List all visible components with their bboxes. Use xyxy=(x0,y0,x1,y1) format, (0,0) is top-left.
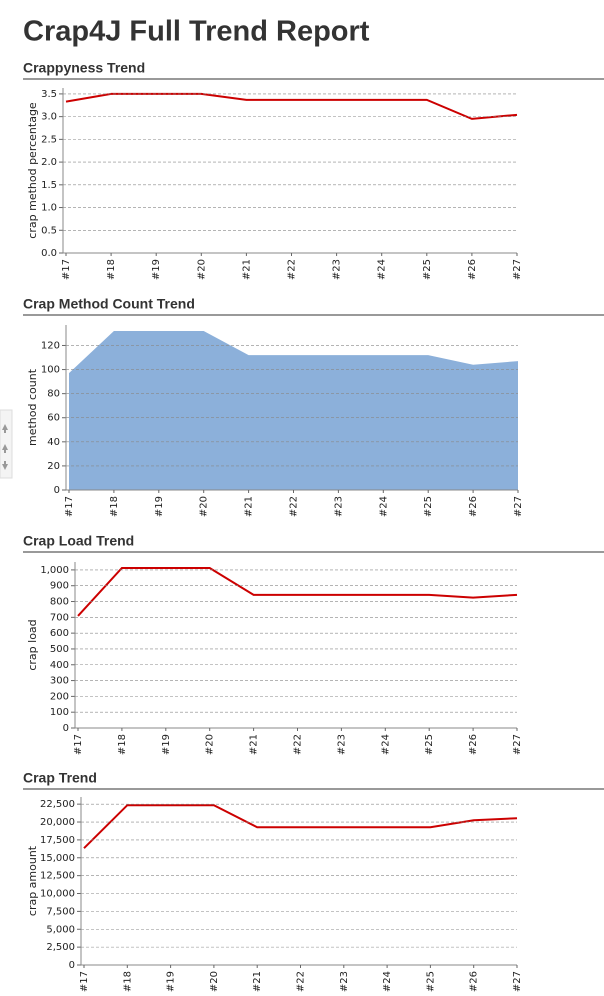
y-tick-label: 2.0 xyxy=(41,157,57,168)
x-tick-label: #22 xyxy=(287,259,298,280)
x-tick-label: #21 xyxy=(249,734,260,755)
x-tick-label: #24 xyxy=(382,971,393,992)
y-tick-label: 0 xyxy=(69,960,75,971)
x-tick-label: #19 xyxy=(161,734,172,755)
x-tick-label: #27 xyxy=(513,496,524,517)
y-tick-label: 100 xyxy=(41,365,60,376)
y-tick-label: 5,000 xyxy=(46,924,75,935)
y-tick-label: 3.5 xyxy=(41,89,57,100)
y-tick-label: 1,000 xyxy=(40,565,69,576)
y-tick-label: 3.0 xyxy=(41,112,57,123)
x-tick-label: #19 xyxy=(151,259,162,280)
x-tick-label: #20 xyxy=(209,971,220,992)
x-tick-label: #27 xyxy=(512,971,523,992)
y-tick-label: 60 xyxy=(47,413,60,424)
x-tick-label: #20 xyxy=(199,496,210,517)
x-tick-label: #23 xyxy=(333,496,344,517)
section-title: Crap Method Count Trend xyxy=(23,296,195,312)
y-tick-label: 10,000 xyxy=(40,889,75,900)
y-tick-label: 40 xyxy=(47,437,60,448)
x-tick-label: #26 xyxy=(468,496,479,517)
trend-line xyxy=(83,804,518,849)
y-tick-label: 12,500 xyxy=(40,871,75,882)
y-axis-label: crap amount xyxy=(26,845,39,916)
x-tick-label: #22 xyxy=(293,734,304,755)
y-tick-label: 200 xyxy=(50,691,69,702)
y-tick-label: 0 xyxy=(54,485,60,496)
y-tick-label: 1.5 xyxy=(41,180,57,191)
x-tick-label: #23 xyxy=(332,259,343,280)
x-tick-label: #19 xyxy=(166,971,177,992)
y-tick-label: 0.0 xyxy=(41,248,57,259)
section-title: Crappyness Trend xyxy=(23,60,145,76)
x-tick-label: #18 xyxy=(122,971,133,992)
x-tick-label: #26 xyxy=(468,734,479,755)
y-tick-label: 22,500 xyxy=(40,799,75,810)
x-tick-label: #27 xyxy=(512,734,523,755)
x-tick-label: #21 xyxy=(252,971,263,992)
x-tick-label: #22 xyxy=(289,496,300,517)
x-tick-label: #24 xyxy=(377,259,388,280)
x-tick-label: #20 xyxy=(196,259,207,280)
y-tick-label: 600 xyxy=(50,628,69,639)
y-axis-label: crap load xyxy=(26,619,39,670)
x-tick-label: #22 xyxy=(296,971,307,992)
trend-line xyxy=(77,567,518,617)
x-tick-label: #18 xyxy=(109,496,120,517)
x-tick-label: #25 xyxy=(425,971,436,992)
x-tick-label: #18 xyxy=(117,734,128,755)
x-tick-label: #17 xyxy=(64,496,75,517)
section-title: Crap Trend xyxy=(23,770,97,786)
y-axis-label: method count xyxy=(26,368,39,446)
x-tick-label: #24 xyxy=(380,734,391,755)
y-tick-label: 800 xyxy=(50,597,69,608)
x-tick-label: #20 xyxy=(205,734,216,755)
x-tick-label: #23 xyxy=(336,734,347,755)
y-tick-label: 80 xyxy=(47,389,60,400)
x-tick-label: #17 xyxy=(73,734,84,755)
x-tick-label: #26 xyxy=(469,971,480,992)
y-tick-label: 17,500 xyxy=(40,835,75,846)
y-tick-label: 120 xyxy=(41,340,60,351)
x-tick-label: #25 xyxy=(422,259,433,280)
x-tick-label: #21 xyxy=(241,259,252,280)
scroll-widget xyxy=(0,409,13,479)
y-tick-label: 20 xyxy=(47,461,60,472)
x-tick-label: #23 xyxy=(339,971,350,992)
trend-area xyxy=(69,331,518,490)
y-tick-label: 900 xyxy=(50,581,69,592)
x-tick-label: #25 xyxy=(424,734,435,755)
x-tick-label: #24 xyxy=(378,496,389,517)
section-title: Crap Load Trend xyxy=(23,533,134,549)
y-tick-label: 500 xyxy=(50,644,69,655)
x-tick-label: #17 xyxy=(79,971,90,992)
trend-line xyxy=(65,92,518,120)
x-tick-label: #27 xyxy=(512,259,523,280)
y-tick-label: 20,000 xyxy=(40,817,75,828)
y-tick-label: 2.5 xyxy=(41,134,57,145)
y-tick-label: 300 xyxy=(50,676,69,687)
y-tick-label: 2,500 xyxy=(46,942,75,953)
y-tick-label: 15,000 xyxy=(40,853,75,864)
y-tick-label: 0.5 xyxy=(41,225,57,236)
y-tick-label: 0 xyxy=(63,723,69,734)
x-tick-label: #18 xyxy=(106,259,117,280)
page-title: Crap4J Full Trend Report xyxy=(23,16,370,48)
y-tick-label: 400 xyxy=(50,660,69,671)
y-tick-label: 1.0 xyxy=(41,203,57,214)
x-tick-label: #26 xyxy=(467,259,478,280)
x-tick-label: #17 xyxy=(61,259,72,280)
x-tick-label: #19 xyxy=(154,496,165,517)
y-tick-label: 7,500 xyxy=(46,906,75,917)
x-tick-label: #21 xyxy=(244,496,255,517)
y-tick-label: 700 xyxy=(50,612,69,623)
y-tick-label: 100 xyxy=(50,707,69,718)
x-tick-label: #25 xyxy=(423,496,434,517)
y-axis-label: crap method percentage xyxy=(26,102,39,239)
